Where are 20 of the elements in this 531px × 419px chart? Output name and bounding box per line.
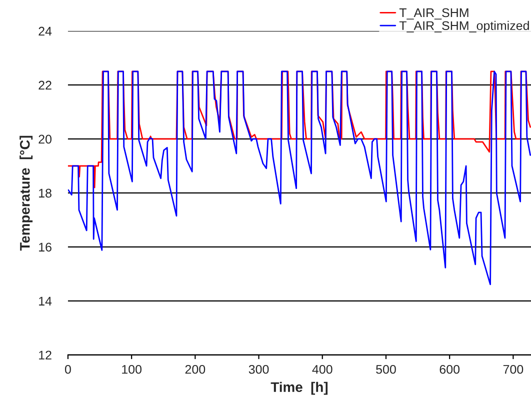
y-tick-label: 18 [39, 188, 52, 198]
legend-label: T_AIR_SHM [399, 8, 468, 20]
x-tick-label: 400 [312, 364, 332, 374]
x-tick-label: 200 [185, 364, 206, 374]
x-axis-title: Time [h] [270, 382, 328, 395]
legend-label: T_AIR_SHM_optimized [399, 20, 529, 33]
x-tick-label: 700 [503, 364, 524, 374]
y-tick-label: 16 [39, 242, 52, 252]
y-tick-label: 12 [39, 350, 52, 360]
y-tick-label: 24 [38, 26, 52, 36]
x-tick-label: 500 [376, 364, 396, 374]
y-axis-title: Temperature [°C] [20, 136, 33, 251]
x-tick-label: 0 [64, 364, 71, 374]
y-tick-label: 14 [39, 296, 52, 306]
line-series [68, 70, 531, 286]
x-tick-label: 100 [122, 364, 142, 374]
x-tick-label: 300 [248, 364, 269, 374]
x-tick-label: 600 [440, 364, 460, 374]
y-tick-label: 20 [38, 134, 52, 144]
y-tick-label: 22 [38, 80, 52, 90]
